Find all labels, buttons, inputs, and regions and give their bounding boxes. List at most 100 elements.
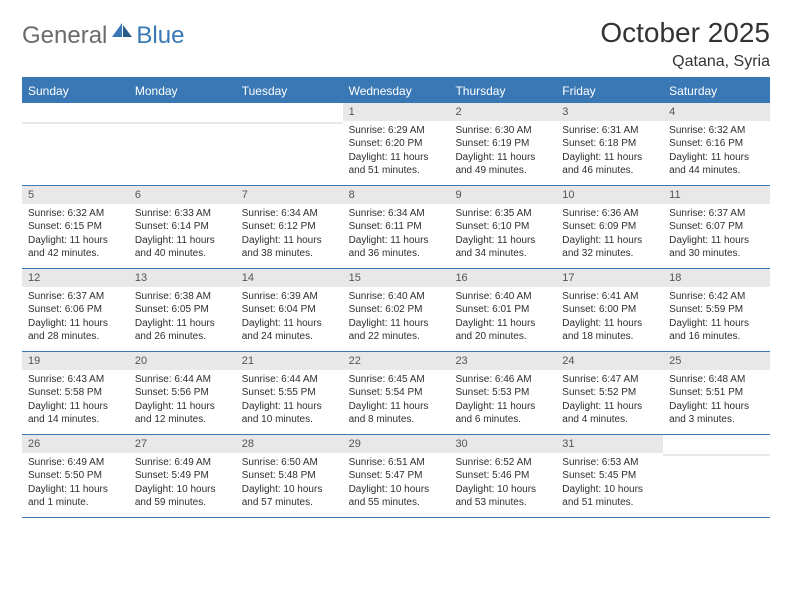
daylight-text: Daylight: 11 hours and 51 minutes. [349,151,444,178]
day-cell: 7Sunrise: 6:34 AMSunset: 6:12 PMDaylight… [236,186,343,268]
day-cell: 15Sunrise: 6:40 AMSunset: 6:02 PMDayligh… [343,269,450,351]
sunset-text: Sunset: 6:14 PM [135,220,230,234]
daylight-text: Daylight: 11 hours and 20 minutes. [455,317,550,344]
day-cell [129,103,236,185]
day-cell: 9Sunrise: 6:35 AMSunset: 6:10 PMDaylight… [449,186,556,268]
daylight-text: Daylight: 11 hours and 10 minutes. [242,400,337,427]
sunrise-text: Sunrise: 6:34 AM [349,207,444,221]
sunset-text: Sunset: 5:59 PM [669,303,764,317]
daylight-text: Daylight: 11 hours and 4 minutes. [562,400,657,427]
sunrise-text: Sunrise: 6:37 AM [28,290,123,304]
sunset-text: Sunset: 6:05 PM [135,303,230,317]
weekday-header: Friday [556,79,663,103]
sunrise-text: Sunrise: 6:30 AM [455,124,550,138]
day-number: 20 [129,352,236,370]
day-body: Sunrise: 6:42 AMSunset: 5:59 PMDaylight:… [663,287,770,348]
sunrise-text: Sunrise: 6:47 AM [562,373,657,387]
day-cell: 5Sunrise: 6:32 AMSunset: 6:15 PMDaylight… [22,186,129,268]
day-body: Sunrise: 6:35 AMSunset: 6:10 PMDaylight:… [449,204,556,265]
sunrise-text: Sunrise: 6:49 AM [28,456,123,470]
day-body: Sunrise: 6:46 AMSunset: 5:53 PMDaylight:… [449,370,556,431]
daylight-text: Daylight: 11 hours and 34 minutes. [455,234,550,261]
day-cell: 22Sunrise: 6:45 AMSunset: 5:54 PMDayligh… [343,352,450,434]
day-body: Sunrise: 6:30 AMSunset: 6:19 PMDaylight:… [449,121,556,182]
day-body: Sunrise: 6:43 AMSunset: 5:58 PMDaylight:… [22,370,129,431]
day-body: Sunrise: 6:45 AMSunset: 5:54 PMDaylight:… [343,370,450,431]
day-cell: 29Sunrise: 6:51 AMSunset: 5:47 PMDayligh… [343,435,450,517]
week-row: 26Sunrise: 6:49 AMSunset: 5:50 PMDayligh… [22,435,770,518]
sunrise-text: Sunrise: 6:53 AM [562,456,657,470]
day-body: Sunrise: 6:53 AMSunset: 5:45 PMDaylight:… [556,453,663,514]
daylight-text: Daylight: 11 hours and 1 minute. [28,483,123,510]
weekday-header: Sunday [22,79,129,103]
day-cell: 27Sunrise: 6:49 AMSunset: 5:49 PMDayligh… [129,435,236,517]
day-body: Sunrise: 6:32 AMSunset: 6:16 PMDaylight:… [663,121,770,182]
day-cell [236,103,343,185]
sunrise-text: Sunrise: 6:38 AM [135,290,230,304]
day-cell: 11Sunrise: 6:37 AMSunset: 6:07 PMDayligh… [663,186,770,268]
daylight-text: Daylight: 10 hours and 51 minutes. [562,483,657,510]
day-number: 8 [343,186,450,204]
sunrise-text: Sunrise: 6:37 AM [669,207,764,221]
sunset-text: Sunset: 5:51 PM [669,386,764,400]
daylight-text: Daylight: 11 hours and 12 minutes. [135,400,230,427]
sunrise-text: Sunrise: 6:32 AM [669,124,764,138]
sunrise-text: Sunrise: 6:48 AM [669,373,764,387]
sunset-text: Sunset: 6:18 PM [562,137,657,151]
sunrise-text: Sunrise: 6:36 AM [562,207,657,221]
logo: General Blue [22,18,184,50]
daylight-text: Daylight: 11 hours and 8 minutes. [349,400,444,427]
sunset-text: Sunset: 5:58 PM [28,386,123,400]
day-number: 4 [663,103,770,121]
day-cell [22,103,129,185]
day-number [236,103,343,124]
day-cell: 3Sunrise: 6:31 AMSunset: 6:18 PMDaylight… [556,103,663,185]
sunset-text: Sunset: 6:09 PM [562,220,657,234]
day-number: 24 [556,352,663,370]
sunrise-text: Sunrise: 6:34 AM [242,207,337,221]
daylight-text: Daylight: 11 hours and 6 minutes. [455,400,550,427]
daylight-text: Daylight: 11 hours and 40 minutes. [135,234,230,261]
day-cell: 2Sunrise: 6:30 AMSunset: 6:19 PMDaylight… [449,103,556,185]
day-body: Sunrise: 6:44 AMSunset: 5:56 PMDaylight:… [129,370,236,431]
day-number: 9 [449,186,556,204]
weekday-header-row: Sunday Monday Tuesday Wednesday Thursday… [22,79,770,103]
day-cell: 18Sunrise: 6:42 AMSunset: 5:59 PMDayligh… [663,269,770,351]
day-cell: 21Sunrise: 6:44 AMSunset: 5:55 PMDayligh… [236,352,343,434]
sunset-text: Sunset: 6:00 PM [562,303,657,317]
logo-text-blue: Blue [136,22,184,50]
sunrise-text: Sunrise: 6:49 AM [135,456,230,470]
day-number: 6 [129,186,236,204]
day-body: Sunrise: 6:37 AMSunset: 6:06 PMDaylight:… [22,287,129,348]
day-cell: 6Sunrise: 6:33 AMSunset: 6:14 PMDaylight… [129,186,236,268]
day-body: Sunrise: 6:49 AMSunset: 5:49 PMDaylight:… [129,453,236,514]
day-number: 13 [129,269,236,287]
day-cell: 20Sunrise: 6:44 AMSunset: 5:56 PMDayligh… [129,352,236,434]
month-title: October 2025 [600,18,770,49]
day-number: 19 [22,352,129,370]
week-row: 19Sunrise: 6:43 AMSunset: 5:58 PMDayligh… [22,352,770,435]
day-body: Sunrise: 6:31 AMSunset: 6:18 PMDaylight:… [556,121,663,182]
sunset-text: Sunset: 6:11 PM [349,220,444,234]
sunrise-text: Sunrise: 6:35 AM [455,207,550,221]
sunrise-text: Sunrise: 6:29 AM [349,124,444,138]
weekday-header: Wednesday [343,79,450,103]
daylight-text: Daylight: 10 hours and 55 minutes. [349,483,444,510]
week-row: 12Sunrise: 6:37 AMSunset: 6:06 PMDayligh… [22,269,770,352]
sunset-text: Sunset: 6:19 PM [455,137,550,151]
calendar-page: General Blue October 2025 Qatana, Syria … [0,0,792,612]
sunset-text: Sunset: 6:04 PM [242,303,337,317]
weekday-header: Saturday [663,79,770,103]
sunrise-text: Sunrise: 6:40 AM [455,290,550,304]
sunset-text: Sunset: 6:15 PM [28,220,123,234]
sunset-text: Sunset: 6:06 PM [28,303,123,317]
logo-sail-icon [111,22,133,38]
day-body: Sunrise: 6:34 AMSunset: 6:11 PMDaylight:… [343,204,450,265]
sunset-text: Sunset: 5:55 PM [242,386,337,400]
sunrise-text: Sunrise: 6:41 AM [562,290,657,304]
day-number: 26 [22,435,129,453]
sunset-text: Sunset: 6:12 PM [242,220,337,234]
location: Qatana, Syria [600,53,770,71]
day-body: Sunrise: 6:36 AMSunset: 6:09 PMDaylight:… [556,204,663,265]
sunset-text: Sunset: 5:48 PM [242,469,337,483]
